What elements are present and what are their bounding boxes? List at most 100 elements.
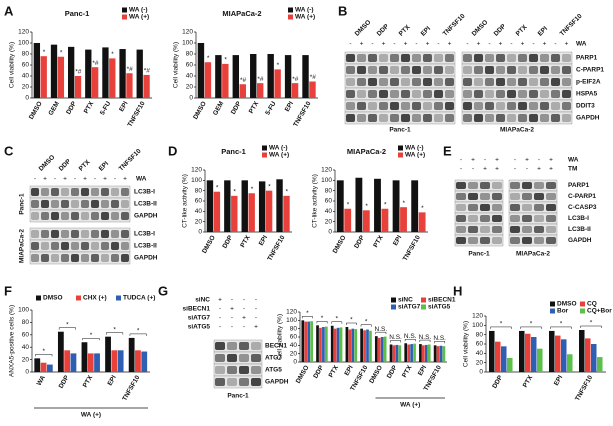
significance-label: * bbox=[66, 321, 69, 328]
blot-band bbox=[546, 182, 556, 189]
blot-band bbox=[456, 226, 466, 233]
y-tick-label: 120 bbox=[191, 167, 202, 174]
blot-band bbox=[474, 114, 483, 122]
significance-bracket bbox=[331, 321, 343, 324]
blot-band bbox=[357, 90, 366, 98]
lane-sign: - bbox=[219, 315, 221, 322]
blot-band bbox=[71, 200, 79, 208]
condition-label: TM bbox=[568, 166, 577, 173]
blot-band bbox=[546, 193, 556, 200]
blot-band bbox=[534, 204, 544, 211]
bar bbox=[489, 330, 495, 372]
bar bbox=[302, 55, 309, 98]
blot-band bbox=[551, 54, 560, 62]
significance-label: * bbox=[321, 315, 324, 322]
blot-band bbox=[91, 212, 99, 220]
row-label: p-EIF2A bbox=[576, 79, 601, 86]
lane-sign: + bbox=[483, 166, 487, 173]
blot-band bbox=[91, 254, 99, 262]
bar bbox=[362, 210, 370, 232]
panel-label: A bbox=[4, 3, 14, 18]
blot-band bbox=[239, 366, 249, 374]
y-tick-label: 40 bbox=[22, 73, 30, 80]
bar bbox=[222, 63, 229, 98]
y-tick-label: 20 bbox=[186, 84, 194, 91]
lane-sign: - bbox=[532, 41, 534, 48]
bar bbox=[40, 56, 47, 98]
blot-band bbox=[101, 212, 109, 220]
lane-sign: + bbox=[521, 41, 525, 48]
bar bbox=[105, 336, 111, 372]
x-tick-label: EPI bbox=[417, 364, 428, 377]
bar bbox=[70, 353, 77, 372]
significance-label: * bbox=[306, 310, 309, 317]
lane-label: EPI bbox=[98, 160, 110, 172]
bar bbox=[377, 337, 381, 362]
lane-sign: - bbox=[460, 157, 462, 164]
lane-sign: + bbox=[448, 41, 452, 48]
y-tick-label: 60 bbox=[290, 334, 298, 341]
y-tick-label: 40 bbox=[186, 73, 194, 80]
panel-label: B bbox=[338, 3, 347, 18]
legend-swatch bbox=[391, 297, 396, 303]
lane-sign: - bbox=[34, 176, 36, 183]
bar bbox=[310, 321, 313, 362]
lane-sign: - bbox=[243, 324, 245, 331]
bar bbox=[87, 353, 94, 372]
blot-band bbox=[101, 230, 109, 238]
lane-sign: + bbox=[477, 41, 481, 48]
y-tick-label: 0 bbox=[328, 229, 332, 236]
legend-swatch bbox=[122, 14, 127, 20]
bar bbox=[197, 43, 205, 98]
blot-band bbox=[41, 212, 49, 220]
significance-label: * bbox=[43, 49, 46, 56]
x-tick-label: PTX bbox=[83, 100, 96, 115]
y-tick-label: 40 bbox=[195, 208, 203, 215]
row-label: GAPDH bbox=[134, 255, 158, 262]
lane-sign: + bbox=[404, 41, 408, 48]
legend-swatch bbox=[421, 297, 426, 303]
bar bbox=[360, 328, 363, 362]
bar bbox=[348, 329, 352, 362]
lane-sign: + bbox=[549, 166, 553, 173]
x-tick-label: TNFSF10 bbox=[121, 374, 141, 402]
y-tick-label: 20 bbox=[22, 356, 30, 363]
y-tick-label: 100 bbox=[321, 177, 332, 184]
bar bbox=[579, 330, 585, 372]
y-tick-label: 80 bbox=[476, 331, 484, 338]
group-label: Panc-1 bbox=[227, 393, 249, 400]
legend-swatch bbox=[398, 152, 403, 158]
blot-band bbox=[390, 102, 399, 110]
bar bbox=[136, 49, 143, 98]
blot-band bbox=[423, 78, 432, 86]
y-tick-label: 120 bbox=[18, 29, 29, 36]
lane-label: TNFSF10 bbox=[442, 12, 467, 37]
bar bbox=[427, 344, 431, 362]
bar bbox=[398, 345, 402, 362]
panel-label: F bbox=[4, 283, 12, 298]
bar bbox=[567, 354, 573, 372]
bar bbox=[537, 348, 543, 372]
blot-band bbox=[412, 66, 421, 74]
significance-label: *# bbox=[310, 74, 317, 81]
x-tick-label: PTX bbox=[239, 234, 252, 249]
bar bbox=[34, 358, 41, 372]
row-label: DDIT3 bbox=[576, 103, 595, 110]
blot-band bbox=[379, 54, 388, 62]
blot-band bbox=[434, 78, 443, 86]
lane-sign: + bbox=[525, 157, 529, 164]
lane-label: PTX bbox=[398, 23, 412, 37]
significance-bracket bbox=[490, 326, 512, 329]
bar bbox=[119, 49, 126, 98]
blot-band bbox=[485, 78, 494, 86]
bar bbox=[374, 336, 378, 362]
lane-label: TNFSF10 bbox=[559, 12, 584, 37]
blot-band bbox=[61, 212, 69, 220]
blot-band bbox=[522, 193, 532, 200]
blot-band bbox=[71, 254, 79, 262]
blot-membrane bbox=[454, 234, 504, 247]
bar bbox=[206, 180, 214, 232]
legend-swatch bbox=[580, 301, 585, 307]
bar bbox=[143, 74, 150, 98]
blot-band bbox=[480, 226, 490, 233]
